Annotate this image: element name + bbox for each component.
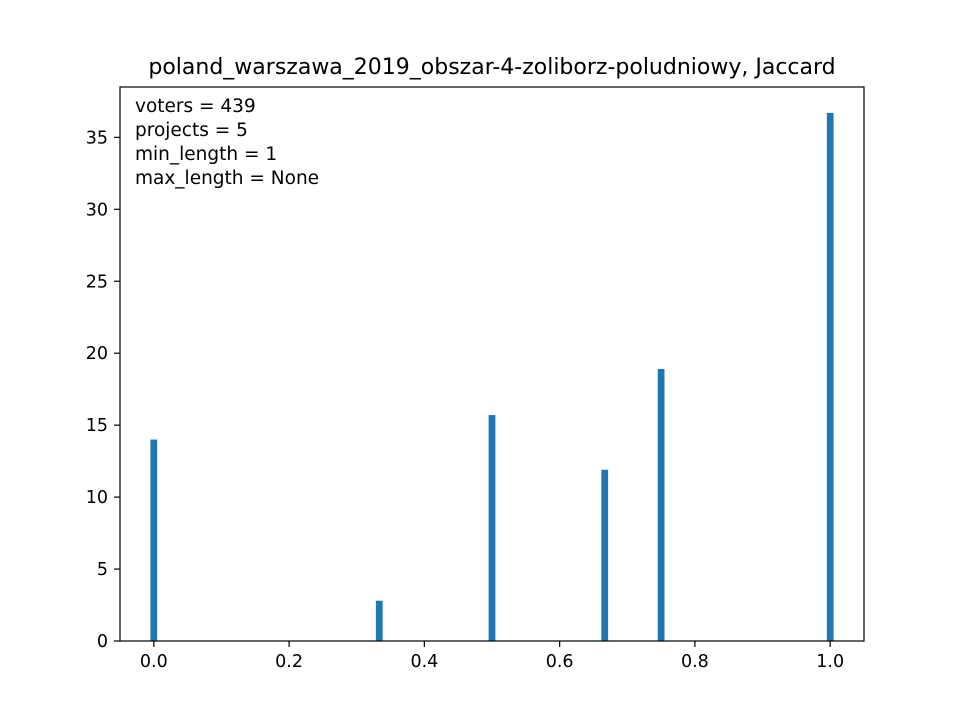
bars xyxy=(150,112,834,641)
annotation-box: voters = 439 projects = 5 min_length = 1 ma… xyxy=(135,96,319,189)
y-tick-label: 35 xyxy=(86,128,108,148)
bar-2 xyxy=(488,415,496,641)
x-axis: 0.0 0.2 0.4 0.6 0.8 1.0 xyxy=(140,641,844,672)
x-tick-label: 0.4 xyxy=(410,652,438,672)
bar-0 xyxy=(150,439,158,641)
annotation-line: min_length = 1 xyxy=(135,144,277,165)
x-tick-label: 0.8 xyxy=(681,652,709,672)
x-tick-label: 0.0 xyxy=(140,652,168,672)
chart-title: poland_warszawa_2019_obszar-4-zoliborz-p… xyxy=(148,55,835,80)
annotation-line: projects = 5 xyxy=(135,120,248,141)
annotation-line: max_length = None xyxy=(135,168,319,189)
bar-4 xyxy=(657,369,665,641)
y-tick-label: 20 xyxy=(86,344,108,364)
bar-1 xyxy=(375,600,383,641)
y-tick-label: 5 xyxy=(97,560,108,580)
x-tick-label: 1.0 xyxy=(816,652,844,672)
x-tick-label: 0.6 xyxy=(546,652,574,672)
annotation-line: voters = 439 xyxy=(135,96,256,117)
y-tick-label: 25 xyxy=(86,272,108,292)
bar-3 xyxy=(601,469,609,641)
bar-5 xyxy=(826,112,834,641)
x-tick-label: 0.2 xyxy=(275,652,303,672)
y-tick-label: 10 xyxy=(86,488,108,508)
y-tick-label: 15 xyxy=(86,416,108,436)
y-tick-label: 30 xyxy=(86,200,108,220)
plot-frame xyxy=(119,86,865,642)
y-tick-label: 0 xyxy=(97,632,108,652)
y-axis: 0 5 10 15 20 25 30 35 xyxy=(86,128,120,652)
